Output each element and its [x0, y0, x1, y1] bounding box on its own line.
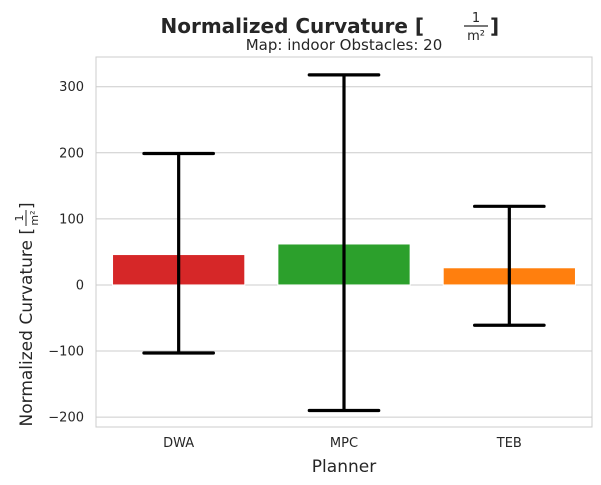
y-axis-label-unit-numerator: 1 — [13, 215, 26, 222]
x-ticks: DWA MPC TEB — [163, 436, 522, 451]
chart-subtitle: Map: indoor Obstacles: 20 — [246, 36, 443, 54]
y-tick-label: 300 — [59, 80, 84, 95]
y-axis-label-suffix: ] — [17, 202, 37, 209]
y-axis-label-unit-denominator: m² — [28, 210, 41, 225]
chart-title-unit-denominator: m² — [467, 29, 485, 44]
plot-frame — [95, 56, 593, 428]
x-tick-label-teb: TEB — [496, 436, 522, 451]
y-tick-label: −100 — [48, 345, 84, 360]
chart-title-suffix: ] — [490, 14, 499, 38]
y-ticks: −200 −100 0 100 200 300 — [48, 80, 84, 425]
y-tick-label: 100 — [59, 212, 84, 227]
y-tick-label: 200 — [59, 146, 84, 161]
y-tick-label: 0 — [76, 278, 84, 293]
error-bars — [142, 73, 546, 413]
y-tick-label: −200 — [48, 411, 84, 426]
chart-title-prefix: Normalized Curvature [ — [160, 14, 424, 38]
chart-title-unit-numerator: 1 — [472, 11, 480, 26]
x-axis-label: Planner — [312, 457, 376, 477]
chart-title: Normalized Curvature [ 1 m² ] — [160, 11, 499, 44]
y-axis-label: Normalized Curvature [ 1 m² ] — [13, 202, 41, 426]
x-tick-label-dwa: DWA — [163, 436, 194, 451]
x-tick-label-mpc: MPC — [330, 436, 358, 451]
y-axis-label-prefix: Normalized Curvature [ — [17, 228, 37, 426]
